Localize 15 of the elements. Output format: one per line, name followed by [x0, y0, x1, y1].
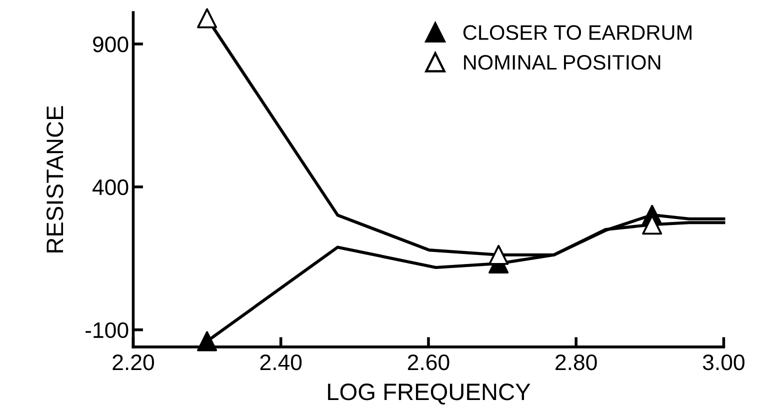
x-tick-label: 2.60 [408, 354, 450, 370]
legend-label: NOMINAL POSITION [464, 54, 660, 70]
x-tick-label: 2.20 [112, 354, 154, 370]
x-tick-label: 2.80 [556, 354, 597, 370]
x-tick-label: 3.00 [702, 354, 744, 370]
y-tick-label: -100 [86, 322, 128, 338]
point [197, 8, 218, 28]
point [197, 331, 218, 352]
y-tick-label: 900 [93, 36, 128, 52]
y-axis-title: RESISTANCE [46, 106, 64, 252]
x-tick-label: 2.40 [260, 354, 302, 370]
x-axis-title: LOG FREQUENCY [328, 384, 530, 405]
legend-label: CLOSER TO EARDRUM [463, 25, 692, 40]
y-tick-label: 400 [92, 179, 128, 196]
point [488, 244, 509, 265]
